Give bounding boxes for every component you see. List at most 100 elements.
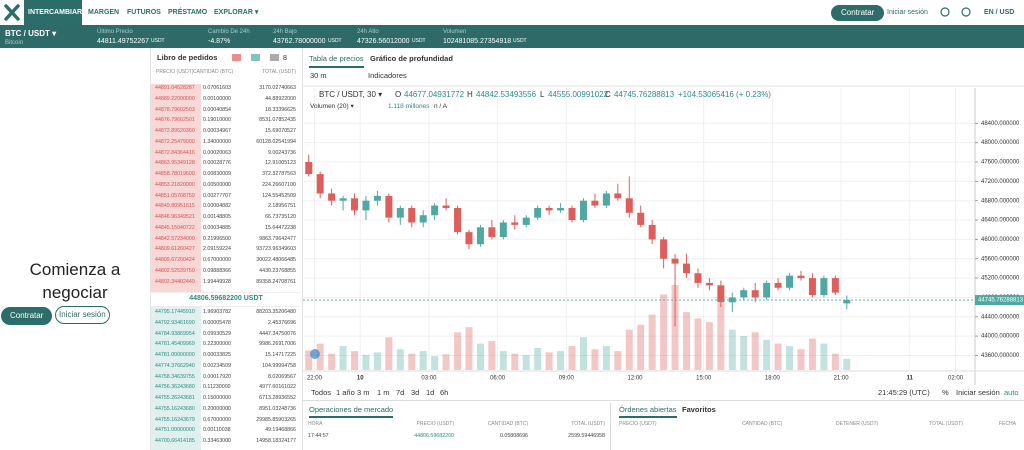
book-total: 88203.35206480: [256, 309, 296, 315]
candle-body: [408, 207, 416, 223]
y-tick-label: 45600.000000: [981, 256, 1020, 262]
auto-toggle[interactable]: auto: [1004, 388, 1019, 397]
orders-tab[interactable]: Órdenes abiertas: [619, 406, 677, 418]
book-total: 4977.60161022: [259, 384, 296, 391]
book-price: 44795.17445910: [155, 309, 195, 315]
volume-bar: [763, 339, 771, 370]
range-button[interactable]: 1 año: [336, 388, 355, 397]
book-total: 9986.26917006: [259, 341, 296, 348]
volume-bar: [385, 337, 393, 370]
volume-bar: [602, 346, 610, 370]
volume-bar: [454, 332, 462, 370]
x-tick-label: 15:00: [696, 376, 712, 382]
candle-body: [499, 222, 507, 237]
login-link[interactable]: Iniciar sesión: [887, 9, 928, 16]
book-amount: 0.15000000: [203, 395, 231, 401]
book-total: 29985.85903265: [256, 416, 296, 423]
book-amount: 0.00500000: [203, 181, 231, 188]
book-price: 44755.16243679: [155, 416, 195, 423]
stat-label: 24h Bajo: [273, 29, 297, 35]
book-total: 49.19468866: [265, 427, 296, 434]
book-price: 44781.45409969: [155, 341, 195, 348]
book-price: 44751.00000000: [155, 427, 195, 434]
ohlc-legend: L: [540, 90, 545, 99]
book-amount: 0.67000000: [203, 416, 231, 423]
book-total: 224.26607100: [262, 181, 296, 188]
range-button[interactable]: 7d: [396, 388, 405, 397]
y-tick-label: 43600.000000: [981, 353, 1020, 359]
trade-cell: 0.05808696: [500, 433, 528, 439]
volume-bar: [511, 353, 519, 370]
pair-selector[interactable]: BTC / USDT ▾: [5, 29, 57, 38]
book-total: 44.88922000: [265, 95, 296, 102]
book-total: 15.69070527: [265, 128, 296, 134]
nav-item[interactable]: EXPLORAR ▾: [214, 9, 259, 16]
nav-item[interactable]: PRÉSTAMO: [168, 9, 208, 16]
nav-item[interactable]: MARGEN: [88, 9, 120, 16]
range-button[interactable]: 3d: [411, 388, 420, 397]
y-tick-label: 45200.000000: [981, 276, 1020, 282]
book-total: 15.14717225: [265, 352, 296, 358]
bid-depth: [151, 305, 201, 450]
nav-item[interactable]: FUTUROS: [127, 9, 161, 16]
book-total: 8531.07852435: [259, 117, 296, 124]
contratar-button[interactable]: Contratar: [1, 307, 53, 325]
candle-body: [511, 222, 519, 225]
book-amount: 0.00028776: [203, 160, 231, 167]
candle-body: [488, 227, 496, 237]
volume-bar: [740, 336, 748, 370]
candle-body: [557, 207, 565, 211]
range-button[interactable]: 3 m: [357, 388, 370, 397]
candle-body: [683, 263, 691, 274]
group-selector[interactable]: 8: [283, 55, 287, 62]
ask-depth: [151, 84, 201, 294]
book-amount: 0.00277707: [203, 192, 231, 199]
candle-body: [797, 275, 805, 279]
chart-tab[interactable]: Tabla de precios: [309, 55, 364, 68]
volume-bar: [488, 341, 496, 370]
login-button[interactable]: Iniciar sesión: [55, 306, 110, 324]
volume-bar: [614, 351, 622, 370]
locale-selector[interactable]: EN / USD: [984, 9, 1015, 16]
range-button[interactable]: 6h: [440, 388, 449, 397]
book-total: 89358.24708761: [256, 278, 296, 285]
stat-value: 43762.78000000: [273, 38, 326, 45]
range-button[interactable]: Todos: [311, 388, 332, 397]
book-price: 44872.25479000: [155, 138, 195, 145]
candle-body: [717, 285, 725, 303]
candle-body: [808, 278, 816, 296]
interval-selector[interactable]: 30 m: [310, 71, 327, 80]
range-button[interactable]: 1d: [426, 388, 435, 397]
trade-cell: 17:44:57: [308, 433, 329, 439]
trade-cell: 2599.59446958: [568, 433, 605, 439]
divider: [303, 400, 1024, 401]
volume-bar: [843, 358, 851, 370]
book-amount: 0.00234509: [203, 362, 231, 369]
nav-item[interactable]: INTERCAMBIAR: [28, 9, 83, 16]
nav-icon[interactable]: [940, 7, 950, 17]
indicators-button[interactable]: Indicadores: [368, 71, 407, 80]
orders-tab[interactable]: Favoritos: [682, 405, 716, 414]
chart-tab[interactable]: Gráfico de profundidad: [370, 54, 453, 63]
panel-title[interactable]: Operaciones de mercado: [309, 406, 394, 418]
volume-bar: [786, 346, 794, 370]
promo-headline: negociar: [42, 283, 108, 302]
stat-unit: USDT: [513, 38, 527, 44]
last-price-tag: [975, 295, 1024, 306]
book-price: 44876.79602501: [155, 117, 195, 124]
column-header: PRECIO (USDT): [156, 69, 194, 75]
percent-toggle[interactable]: %: [942, 388, 949, 397]
candle-body: [419, 215, 427, 223]
volume-bar: [637, 324, 645, 370]
book-price: 44792.93461690: [155, 319, 195, 326]
book-price: 44809.67200424: [155, 257, 195, 263]
panel-title: Libro de pedidos: [157, 53, 218, 62]
volume-bar: [339, 346, 347, 370]
book-total: 4447.34750076: [259, 330, 296, 337]
range-button[interactable]: 1 m: [377, 388, 390, 397]
logo[interactable]: [0, 0, 24, 25]
login-link[interactable]: Iniciar sesión: [956, 388, 1000, 397]
y-tick-label: 44000.000000: [981, 334, 1020, 340]
book-total: 9.00243736: [268, 149, 296, 156]
contratar-button[interactable]: Contratar: [831, 5, 885, 21]
